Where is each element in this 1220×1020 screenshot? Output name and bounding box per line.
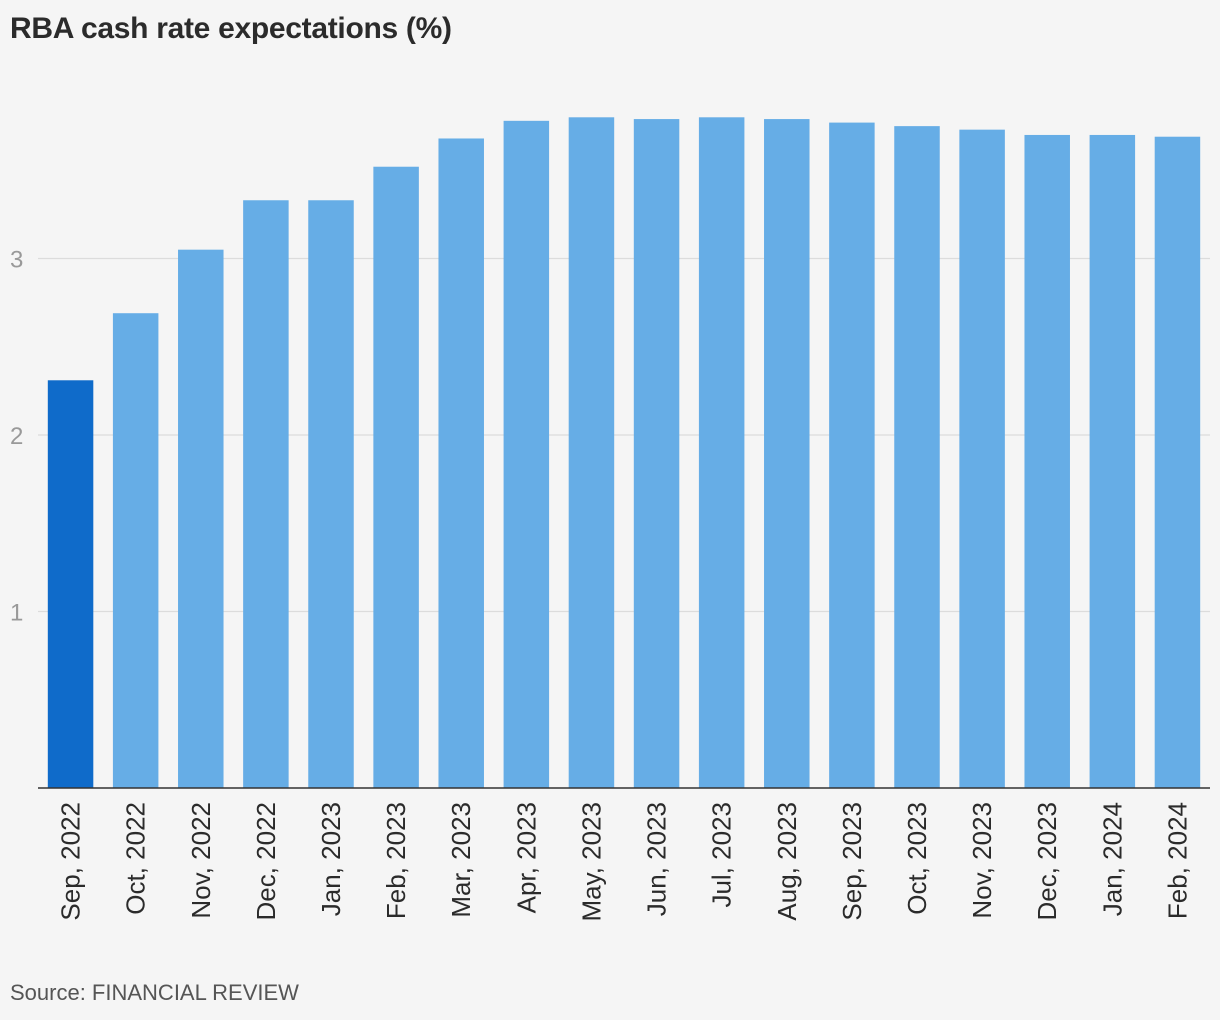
gridlines: [38, 257, 1210, 613]
chart-title: RBA cash rate expectations (%): [10, 12, 452, 45]
bar: [764, 119, 810, 788]
x-tick-label: Feb, 2023: [381, 802, 411, 919]
bar: [308, 200, 354, 788]
bar: [959, 129, 1005, 788]
x-tick-label: Dec, 2023: [1032, 802, 1062, 921]
y-tick-label: 1: [10, 600, 23, 627]
x-tick-label: Oct, 2023: [902, 802, 932, 915]
x-tick-label: Sep, 2022: [56, 802, 86, 921]
bar: [438, 138, 484, 789]
y-axis-ticks: 1 2 3: [10, 247, 23, 627]
x-tick-label: May, 2023: [576, 802, 606, 921]
x-tick-label: Nov, 2022: [186, 802, 216, 919]
bar: [1089, 134, 1136, 788]
x-tick-label: Feb, 2024: [1162, 802, 1192, 919]
x-tick-label: Oct, 2022: [121, 802, 151, 915]
x-tick-label: Mar, 2023: [446, 802, 476, 918]
x-tick-label: Sep, 2023: [837, 802, 867, 921]
x-tick-label: Dec, 2022: [251, 802, 281, 921]
bar-chart: 1 2 3 Sep, 2022 Oct, 2022 Nov, 2022 Dec, 2022…: [10, 117, 1210, 921]
y-tick-label: 3: [10, 247, 23, 274]
bar: [568, 117, 615, 789]
x-tick-label: Jan, 2024: [1097, 802, 1127, 916]
x-tick-label: Apr, 2023: [511, 802, 541, 913]
bar: [503, 120, 550, 788]
bar: [698, 117, 745, 789]
bars: [47, 117, 1201, 789]
bar: [1024, 134, 1070, 788]
x-tick-label: Jan, 2023: [316, 802, 346, 916]
chart-source: Source: FINANCIAL REVIEW: [10, 980, 299, 1005]
bar: [47, 380, 94, 788]
bar: [243, 200, 289, 788]
bar: [633, 119, 680, 788]
x-tick-label: Nov, 2023: [967, 802, 997, 919]
bar: [829, 122, 875, 789]
x-tick-label: Jun, 2023: [642, 802, 672, 916]
bar: [373, 166, 419, 789]
x-tick-label: Jul, 2023: [707, 802, 737, 908]
bar: [1154, 136, 1201, 789]
bar: [894, 126, 940, 788]
y-tick-label: 2: [10, 423, 23, 450]
bar: [178, 249, 224, 789]
x-tick-label: Aug, 2023: [772, 802, 802, 921]
x-axis-labels: Sep, 2022 Oct, 2022 Nov, 2022 Dec, 2022 Jan,…: [56, 802, 1193, 921]
bar: [112, 313, 159, 788]
